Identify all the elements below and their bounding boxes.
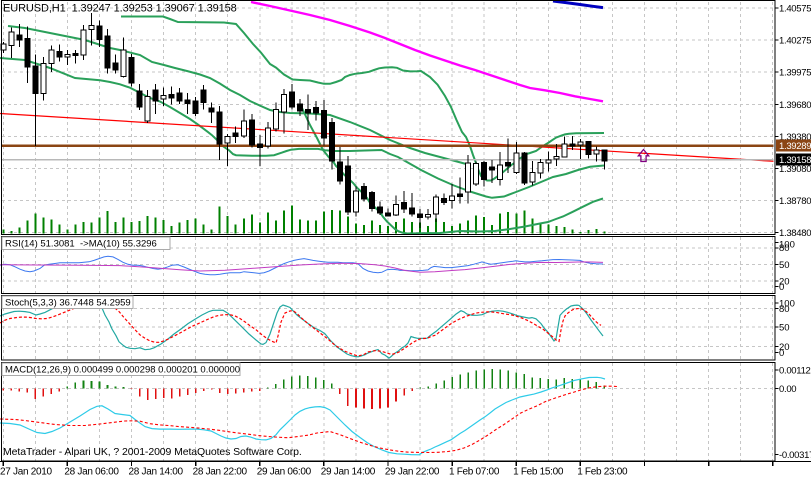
svg-text:0.00112: 0.00112 (779, 365, 811, 376)
svg-text:100: 100 (779, 240, 795, 251)
svg-text:1 Feb 23:00: 1 Feb 23:00 (577, 467, 628, 478)
svg-text:0: 0 (779, 348, 784, 359)
svg-text:1.39975: 1.39975 (779, 68, 811, 79)
svg-text:1 Feb 07:00: 1 Feb 07:00 (449, 467, 500, 478)
svg-text:1.39080: 1.39080 (779, 164, 811, 175)
svg-text:28 Jan 06:00: 28 Jan 06:00 (64, 467, 119, 478)
svg-text:28 Jan 14:00: 28 Jan 14:00 (129, 467, 184, 478)
svg-text:1 Feb 15:00: 1 Feb 15:00 (513, 467, 564, 478)
svg-text:29 Jan 06:00: 29 Jan 06:00 (257, 467, 312, 478)
svg-text:50: 50 (779, 322, 790, 333)
svg-text:29 Jan 14:00: 29 Jan 14:00 (321, 467, 376, 478)
svg-text:Stoch(5,3,3) 36.7448 54.2959: Stoch(5,3,3) 36.7448 54.2959 (5, 298, 131, 309)
svg-text:1.39380: 1.39380 (779, 132, 811, 143)
svg-text:EURUSD,H1 1.39247 1.39253 1.3: EURUSD,H1 1.39247 1.39253 1.39067 1.3915… (3, 3, 237, 15)
svg-text:1.40575: 1.40575 (779, 4, 811, 15)
svg-text:RSI(14) 51.3081 ->MA(10) 55.3: RSI(14) 51.3081 ->MA(10) 55.3296 (5, 239, 157, 250)
svg-text:1.39158: 1.39158 (779, 155, 811, 166)
svg-text:80: 80 (779, 304, 790, 315)
svg-text:27 Jan 2010: 27 Jan 2010 (0, 467, 52, 478)
svg-text:1.38480: 1.38480 (779, 228, 811, 239)
svg-text:20: 20 (779, 342, 790, 353)
svg-text:1.39289: 1.39289 (779, 141, 811, 152)
svg-text:20: 20 (779, 276, 790, 287)
svg-text:80: 80 (779, 243, 790, 254)
svg-text:100: 100 (779, 298, 795, 309)
svg-text:50: 50 (779, 260, 790, 271)
svg-text:1.40275: 1.40275 (779, 36, 811, 47)
svg-text:29 Jan 22:00: 29 Jan 22:00 (385, 467, 440, 478)
svg-text:0.00: 0.00 (779, 384, 796, 395)
svg-text:MetaTrader - Alpari UK, ? 2001: MetaTrader - Alpari UK, ? 2001-2009 Meta… (3, 446, 302, 458)
svg-text:1.38780: 1.38780 (779, 196, 811, 207)
svg-text:0: 0 (779, 282, 784, 293)
svg-text:MACD(12,26,9) 0.000499 0.00029: MACD(12,26,9) 0.000499 0.000298 0.000201… (5, 365, 240, 376)
svg-text:28 Jan 22:00: 28 Jan 22:00 (193, 467, 248, 478)
svg-text:-0.00317: -0.00317 (779, 450, 811, 461)
svg-text:1.39680: 1.39680 (779, 100, 811, 111)
